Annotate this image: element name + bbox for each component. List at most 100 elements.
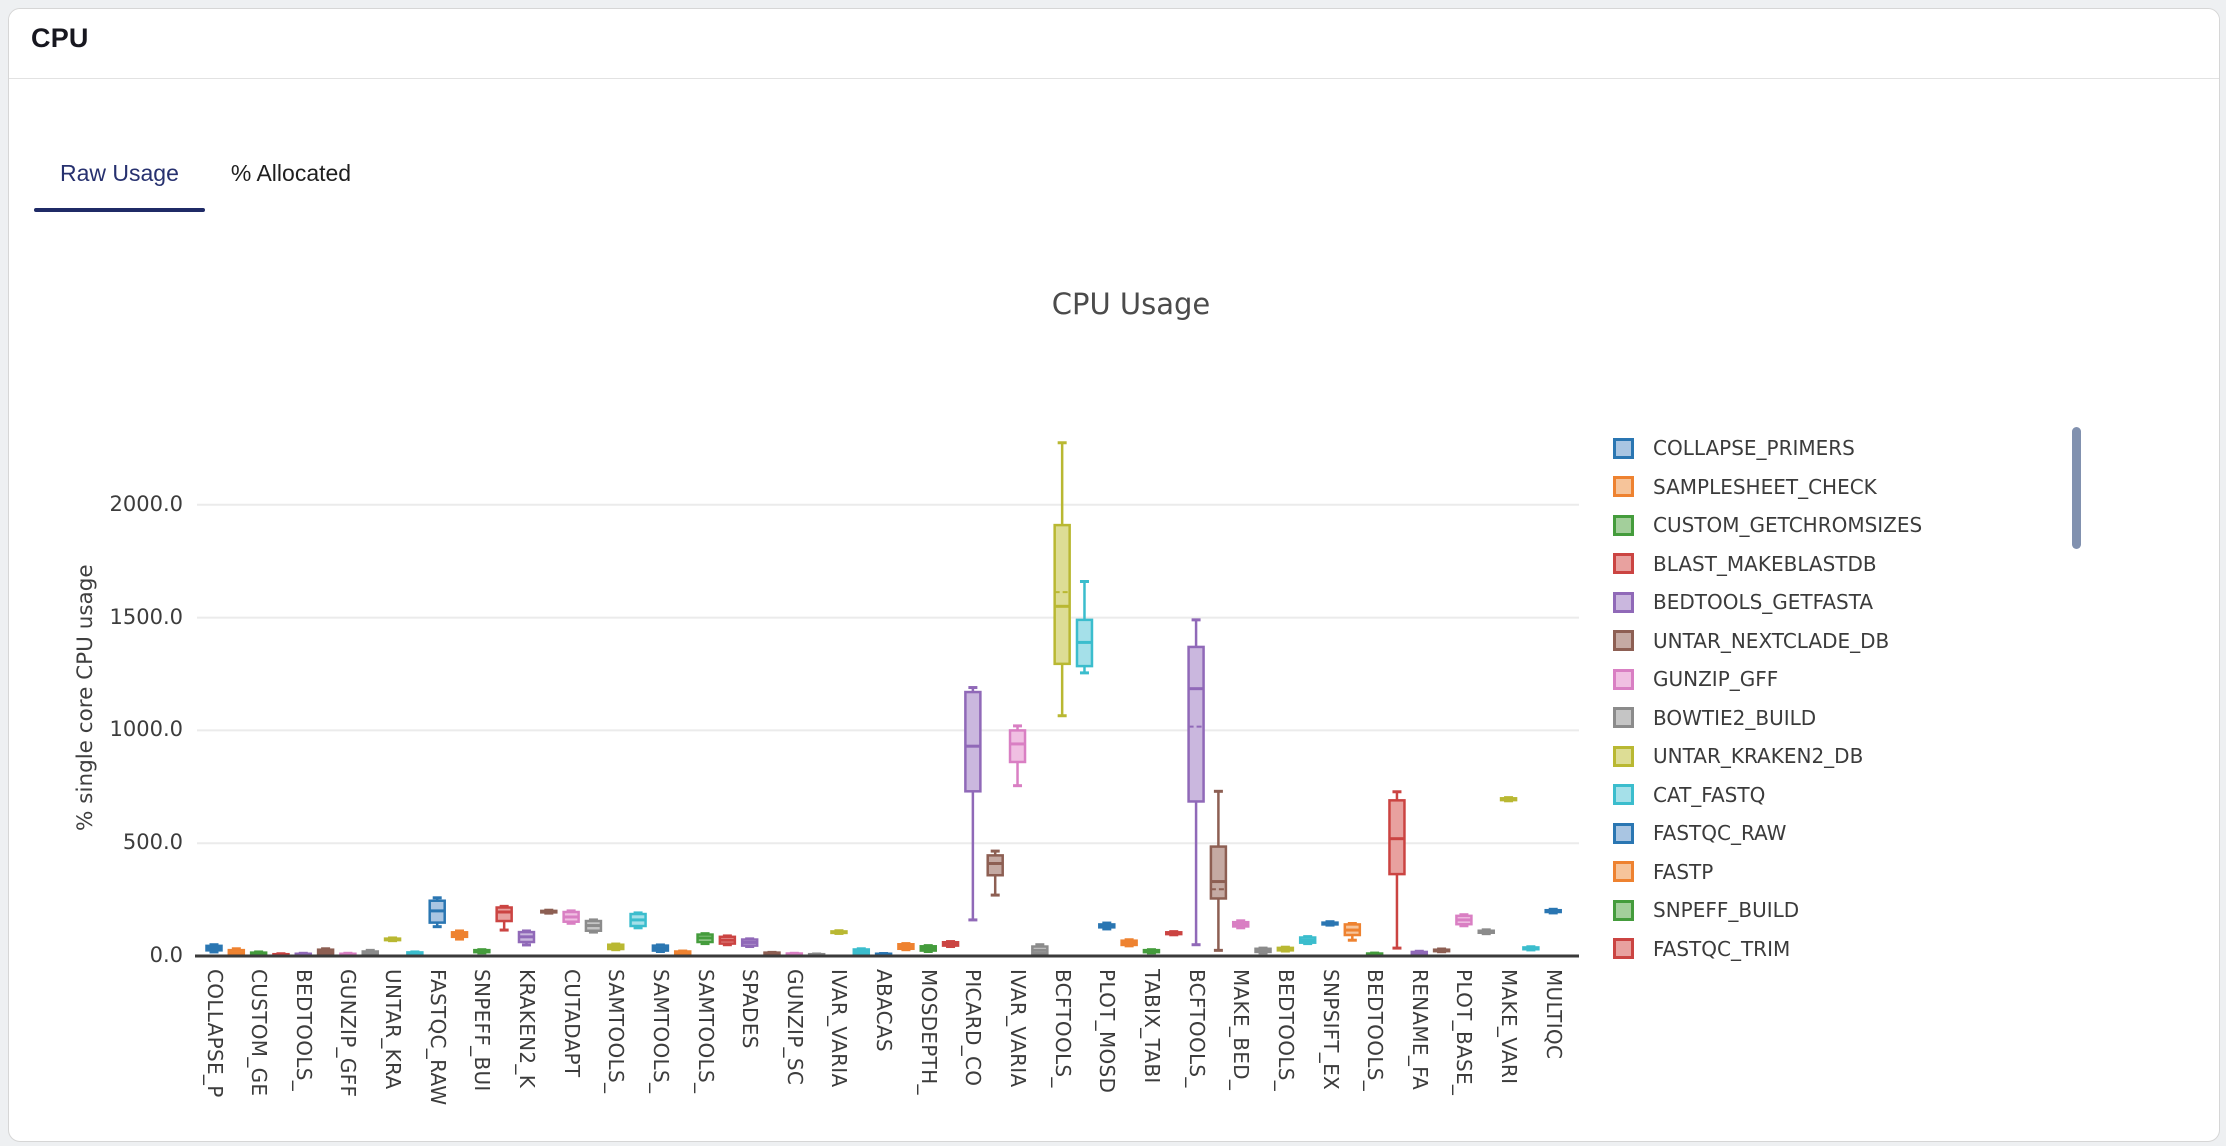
box-trace[interactable]	[1432, 947, 1451, 954]
box-trace[interactable]	[1388, 790, 1406, 950]
legend-label: SNPEFF_BUILD	[1653, 898, 1800, 922]
box-trace[interactable]	[673, 949, 692, 956]
y-tick-label: 1500.0	[109, 604, 183, 629]
legend-label: UNTAR_NEXTCLADE_DB	[1653, 628, 1890, 653]
x-tick-label: CUSTOM_GE	[247, 969, 272, 1097]
box-trace[interactable]	[852, 947, 871, 956]
box-trace[interactable]	[1254, 946, 1272, 955]
legend-label: SAMPLESHEET_CHECK	[1653, 474, 1877, 499]
tab-percent-allocated[interactable]: % Allocated	[205, 134, 377, 212]
x-tick-label: GUNZIP_GFF	[336, 969, 361, 1098]
box-trace[interactable]	[740, 937, 759, 949]
legend-item[interactable]: SAMPLESHEET_CHECK	[1613, 474, 1922, 499]
x-tick-label: BCFTOOLS_	[1184, 969, 1209, 1088]
box-trace[interactable]	[919, 944, 937, 953]
legend-item[interactable]: CAT_FASTQ	[1613, 782, 1922, 807]
legend-item[interactable]: CUSTOM_GETCHROMSIZES	[1613, 513, 1922, 537]
legend-item[interactable]: FASTP	[1613, 860, 1922, 884]
x-tick-label: CUTADAPT	[559, 969, 584, 1078]
legend-item[interactable]: BOWTIE2_BUILD	[1613, 706, 1922, 730]
box-trace[interactable]	[1410, 949, 1429, 957]
box-trace[interactable]	[1053, 441, 1071, 718]
x-tick-label: BEDTOOLS_	[1273, 969, 1298, 1091]
box-trace[interactable]	[763, 950, 781, 956]
box-trace[interactable]	[473, 948, 491, 955]
box-trace[interactable]	[562, 909, 580, 925]
legend-item[interactable]: FASTQC_RAW	[1613, 821, 1922, 845]
box-trace[interactable]	[1343, 922, 1362, 942]
box-trace[interactable]	[629, 911, 647, 930]
box-trace[interactable]	[1165, 930, 1183, 937]
legend-item[interactable]: GUNZIP_GFF	[1613, 667, 1922, 691]
legend-scrollbar-thumb[interactable]	[2072, 427, 2081, 549]
box-trace[interactable]	[1075, 580, 1094, 675]
box-trace[interactable]	[1455, 913, 1473, 928]
box-trace[interactable]	[607, 942, 625, 952]
box-trace[interactable]	[1142, 948, 1161, 955]
box-trace[interactable]	[584, 918, 603, 934]
box-trace[interactable]	[1276, 945, 1295, 953]
box-trace[interactable]	[383, 936, 402, 943]
y-tick-label: 1000.0	[109, 717, 183, 742]
legend-item[interactable]: COLLAPSE_PRIMERS	[1613, 436, 1922, 460]
x-tick-label: UNTAR_KRA	[381, 969, 406, 1090]
box-trace[interactable]	[205, 943, 223, 954]
legend-label: CAT_FASTQ	[1653, 782, 1766, 807]
box-trace[interactable]	[1499, 796, 1518, 803]
legend-swatch-icon	[1613, 784, 1634, 805]
box-trace[interactable]	[450, 929, 469, 941]
box-trace[interactable]	[428, 896, 446, 929]
box-trace[interactable]	[406, 950, 424, 957]
legend-item[interactable]: UNTAR_NEXTCLADE_DB	[1613, 628, 1922, 653]
box-trace[interactable]	[1209, 789, 1228, 952]
box-trace[interactable]	[495, 904, 513, 932]
box-trace[interactable]	[1477, 928, 1495, 936]
x-tick-label: GUNZIP_SC	[782, 969, 807, 1086]
box-trace[interactable]	[1321, 920, 1339, 927]
box-trace[interactable]	[964, 686, 982, 922]
box-trace[interactable]	[651, 943, 670, 953]
legend-item[interactable]: FASTQC_TRIM	[1613, 937, 1922, 961]
x-tick-label: SPADES	[738, 969, 763, 1049]
box-trace[interactable]	[1008, 724, 1027, 788]
card-header: CPU	[9, 9, 2219, 78]
boxplot-canvas[interactable]	[9, 401, 1629, 976]
legend-swatch-icon	[1613, 745, 1634, 767]
box-trace[interactable]	[1298, 935, 1317, 946]
page-title: CPU	[31, 23, 89, 53]
x-tick-label: IVAR_VARIA	[827, 969, 852, 1088]
box-trace[interactable]	[1522, 945, 1540, 952]
legend-item[interactable]: BEDTOOLS_GETFASTA	[1613, 590, 1922, 614]
box-trace[interactable]	[1120, 938, 1138, 948]
x-tick-label: SAMTOOLS_	[648, 969, 673, 1094]
box-trace[interactable]	[517, 929, 536, 947]
box-trace[interactable]	[1231, 919, 1250, 930]
box-trace[interactable]	[696, 932, 714, 946]
legend-swatch-icon	[1613, 476, 1634, 497]
box-trace[interactable]	[1544, 907, 1562, 915]
box-trace[interactable]	[1187, 618, 1205, 947]
x-tick-label: FASTQC_RAW	[425, 969, 450, 1106]
legend-item[interactable]: UNTAR_KRAKEN2_DB	[1613, 744, 1922, 768]
legend-label: FASTQC_RAW	[1653, 821, 1787, 845]
box-trace[interactable]	[316, 947, 335, 957]
legend-item[interactable]: BLAST_MAKEBLASTDB	[1613, 552, 1922, 576]
box-trace[interactable]	[540, 908, 558, 915]
box-trace[interactable]	[1031, 943, 1049, 957]
x-tick-label: PICARD_CO	[961, 969, 986, 1087]
x-tick-label: ABACAS	[872, 969, 897, 1052]
legend-label: GUNZIP_GFF	[1653, 667, 1779, 691]
tab-raw-usage[interactable]: Raw Usage	[34, 134, 205, 212]
box-trace[interactable]	[986, 849, 1004, 897]
box-trace[interactable]	[718, 934, 737, 947]
cpu-metrics-card: CPU Raw Usage % Allocated CPU Usage % si…	[8, 8, 2220, 1142]
box-trace[interactable]	[897, 942, 915, 952]
legend-swatch-icon	[1613, 861, 1634, 882]
legend-item[interactable]: SNPEFF_BUILD	[1613, 898, 1922, 922]
box-trace[interactable]	[941, 940, 960, 949]
x-tick-label: PLOT_BASE_	[1452, 969, 1477, 1096]
box-trace[interactable]	[830, 929, 848, 935]
box-trace[interactable]	[1098, 921, 1116, 931]
tab-raw-usage-label: Raw Usage	[60, 159, 179, 186]
active-tab-underline	[34, 208, 205, 212]
